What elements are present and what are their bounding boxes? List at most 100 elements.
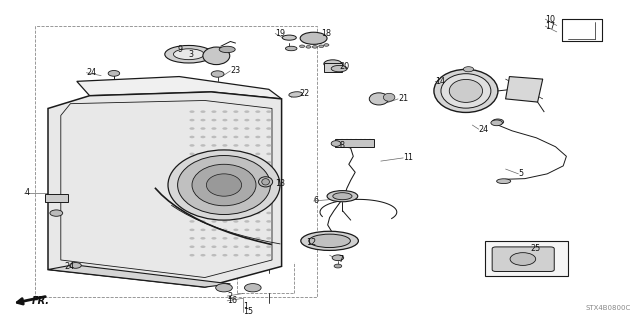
Polygon shape [77, 77, 282, 99]
Ellipse shape [301, 231, 358, 250]
Circle shape [266, 229, 271, 231]
Circle shape [222, 127, 227, 130]
Ellipse shape [262, 179, 269, 185]
Circle shape [200, 110, 205, 113]
Polygon shape [48, 92, 282, 287]
Circle shape [255, 169, 260, 172]
Circle shape [234, 178, 239, 181]
Circle shape [222, 186, 227, 189]
Ellipse shape [168, 150, 280, 220]
Text: 4: 4 [24, 189, 29, 197]
Circle shape [50, 210, 63, 216]
Circle shape [255, 195, 260, 197]
Circle shape [255, 220, 260, 223]
Circle shape [244, 254, 250, 256]
Circle shape [211, 119, 216, 121]
Circle shape [234, 186, 239, 189]
Circle shape [200, 119, 205, 121]
Circle shape [234, 152, 239, 155]
Circle shape [200, 237, 205, 240]
Circle shape [244, 195, 250, 197]
Circle shape [255, 254, 260, 256]
Circle shape [255, 246, 260, 248]
Circle shape [255, 110, 260, 113]
Circle shape [211, 229, 216, 231]
Circle shape [266, 127, 271, 130]
FancyBboxPatch shape [492, 247, 554, 271]
Circle shape [244, 144, 250, 147]
Ellipse shape [332, 65, 348, 72]
Text: 22: 22 [300, 89, 310, 98]
Circle shape [189, 246, 195, 248]
Circle shape [491, 120, 502, 126]
Circle shape [255, 186, 260, 189]
Circle shape [189, 144, 195, 147]
Ellipse shape [369, 93, 388, 105]
Ellipse shape [383, 93, 395, 101]
Circle shape [200, 254, 205, 256]
Circle shape [222, 136, 227, 138]
Circle shape [234, 119, 239, 121]
Circle shape [222, 229, 227, 231]
Circle shape [266, 178, 271, 181]
Circle shape [211, 161, 216, 164]
Ellipse shape [173, 49, 204, 60]
Text: FR.: FR. [32, 296, 50, 306]
Circle shape [266, 186, 271, 189]
Ellipse shape [289, 92, 303, 97]
Circle shape [244, 178, 250, 181]
Ellipse shape [203, 47, 230, 64]
Circle shape [189, 110, 195, 113]
Ellipse shape [441, 74, 491, 108]
Circle shape [510, 253, 536, 265]
Circle shape [211, 237, 216, 240]
Circle shape [211, 203, 216, 206]
Circle shape [189, 237, 195, 240]
Circle shape [200, 136, 205, 138]
Ellipse shape [206, 174, 242, 196]
Circle shape [244, 284, 261, 292]
Text: 12: 12 [306, 238, 316, 247]
Circle shape [255, 203, 260, 206]
Circle shape [234, 127, 239, 130]
Circle shape [211, 246, 216, 248]
Circle shape [200, 220, 205, 223]
Circle shape [189, 220, 195, 223]
Circle shape [200, 169, 205, 172]
Circle shape [266, 119, 271, 121]
Circle shape [255, 136, 260, 138]
Circle shape [189, 119, 195, 121]
Circle shape [234, 161, 239, 164]
Circle shape [266, 144, 271, 147]
Circle shape [244, 212, 250, 214]
Polygon shape [48, 265, 230, 287]
Circle shape [200, 127, 205, 130]
Ellipse shape [219, 46, 236, 53]
Text: 21: 21 [398, 94, 408, 103]
Circle shape [222, 212, 227, 214]
Circle shape [244, 186, 250, 189]
Circle shape [255, 119, 260, 121]
Circle shape [244, 246, 250, 248]
Text: 23: 23 [230, 66, 241, 75]
Circle shape [234, 195, 239, 197]
Circle shape [211, 178, 216, 181]
Circle shape [255, 237, 260, 240]
Circle shape [234, 229, 239, 231]
Circle shape [200, 229, 205, 231]
Ellipse shape [434, 70, 498, 113]
Bar [45, 194, 68, 202]
Circle shape [234, 220, 239, 223]
Circle shape [332, 255, 344, 261]
Circle shape [222, 220, 227, 223]
Text: 3: 3 [189, 50, 194, 59]
Circle shape [463, 67, 474, 72]
Circle shape [222, 152, 227, 155]
Circle shape [222, 237, 227, 240]
Text: 14: 14 [435, 77, 445, 86]
Text: 7: 7 [338, 256, 343, 264]
Circle shape [189, 212, 195, 214]
Bar [324, 63, 342, 72]
Circle shape [266, 136, 271, 138]
Ellipse shape [308, 234, 351, 248]
